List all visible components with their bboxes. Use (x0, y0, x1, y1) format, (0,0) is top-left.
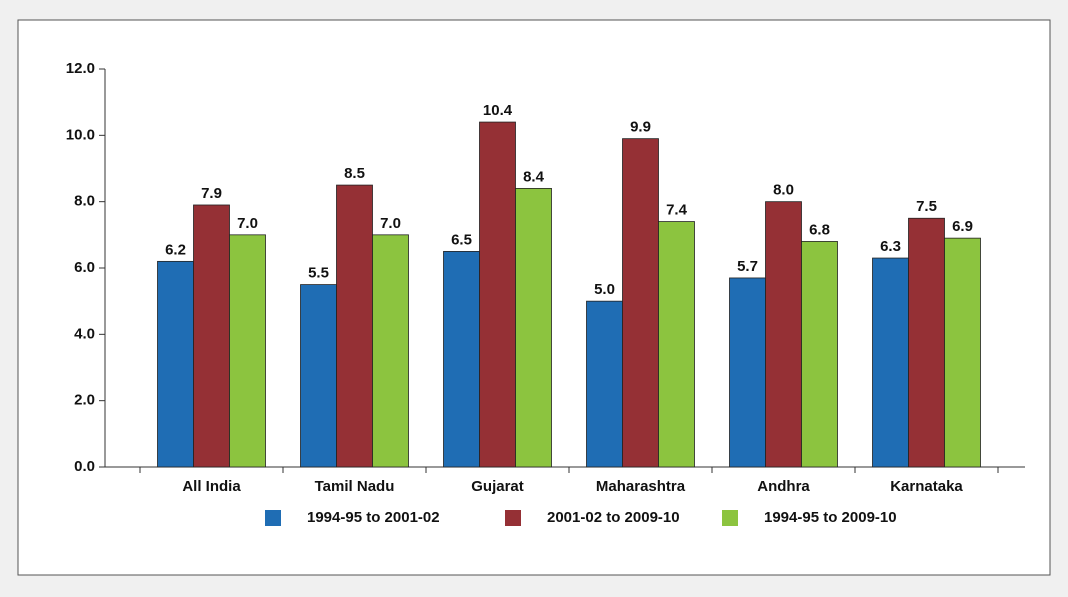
bar (658, 221, 695, 468)
legend-swatch (265, 510, 281, 526)
bar (801, 241, 838, 468)
legend-label: 1994-95 to 2009-10 (764, 509, 897, 526)
legend-label: 2001-02 to 2009-10 (547, 509, 680, 526)
bar (479, 121, 516, 468)
data-label: 5.5 (308, 265, 329, 282)
bar (300, 284, 337, 468)
data-label: 9.9 (630, 119, 651, 136)
x-tick-label: Andhra (757, 478, 810, 495)
bar (336, 184, 373, 468)
bar (944, 237, 981, 468)
data-label: 7.4 (666, 202, 688, 219)
bar (372, 234, 409, 468)
y-tick-label: 2.0 (74, 392, 95, 409)
x-tick-label: Karnataka (890, 478, 963, 495)
data-label: 6.8 (809, 221, 830, 238)
y-tick-label: 10.0 (66, 126, 95, 143)
y-tick-label: 6.0 (74, 259, 95, 276)
bar (586, 300, 623, 468)
bar (729, 277, 766, 468)
data-label: 7.0 (380, 215, 401, 232)
data-label: 6.9 (952, 218, 973, 235)
bar (908, 217, 945, 468)
bar (872, 257, 909, 468)
legend-swatch (722, 510, 738, 526)
bar (229, 234, 266, 468)
data-label: 8.4 (523, 168, 545, 185)
y-tick-label: 0.0 (74, 458, 95, 475)
x-tick-label: Maharashtra (596, 478, 686, 495)
data-label: 6.2 (165, 241, 186, 258)
legend-label: 1994-95 to 2001-02 (307, 509, 440, 526)
x-tick-label: Tamil Nadu (315, 478, 395, 495)
y-tick-label: 8.0 (74, 193, 95, 210)
bar (765, 201, 802, 468)
data-label: 6.5 (451, 231, 472, 248)
data-label: 7.9 (201, 185, 222, 202)
bar (515, 187, 552, 468)
y-tick-label: 4.0 (74, 325, 95, 342)
bar (443, 251, 480, 468)
y-tick-label: 12.0 (66, 60, 95, 77)
data-label: 5.7 (737, 258, 758, 275)
legend-swatch (505, 510, 521, 526)
x-tick-label: All India (182, 478, 241, 495)
data-label: 10.4 (483, 102, 513, 119)
data-label: 7.5 (916, 198, 937, 215)
data-label: 8.0 (773, 182, 794, 199)
data-label: 7.0 (237, 215, 258, 232)
x-tick-label: Gujarat (471, 478, 524, 495)
data-label: 5.0 (594, 281, 615, 298)
data-label: 6.3 (880, 238, 901, 255)
bar (157, 260, 194, 468)
bar (622, 138, 659, 468)
bar (193, 204, 230, 468)
data-label: 8.5 (344, 165, 365, 182)
